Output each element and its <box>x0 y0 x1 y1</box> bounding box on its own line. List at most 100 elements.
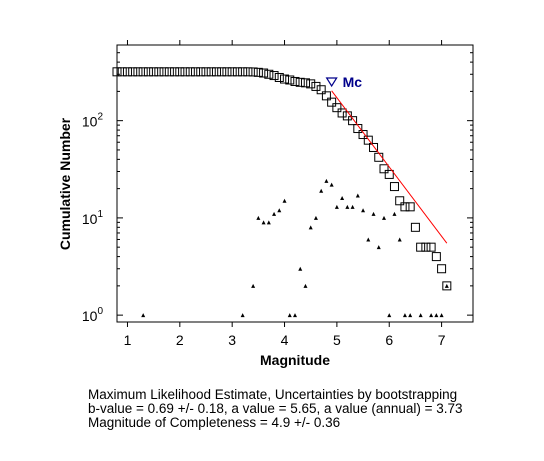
cumulative-point <box>348 116 358 126</box>
caption-line-method: Maximum Likelihood Estimate, Uncertainti… <box>88 387 458 402</box>
cumulative-point <box>122 67 132 77</box>
cumulative-point <box>431 252 441 262</box>
mc-marker <box>325 77 338 88</box>
noncumulative-point <box>387 313 392 318</box>
fit-summary: Maximum Likelihood Estimate, Uncertainti… <box>88 388 463 430</box>
noncumulative-point <box>313 215 318 220</box>
y-tick-exponent: 0 <box>97 306 103 317</box>
y-tick-label: 100 <box>82 306 104 324</box>
plot-frame <box>116 44 474 323</box>
x-tick-label: 4 <box>281 332 289 348</box>
cumulative-point <box>363 135 373 145</box>
noncumulative-point <box>298 266 303 271</box>
y-tick-exponent: 2 <box>97 112 103 123</box>
cumulative-point <box>196 67 206 77</box>
cumulative-point <box>353 124 363 134</box>
cumulative-point <box>280 74 290 84</box>
noncumulative-point <box>434 313 439 318</box>
cumulative-point <box>243 67 253 77</box>
noncumulative-point <box>287 313 292 318</box>
gr-fit-line <box>331 90 448 244</box>
noncumulative-point <box>266 220 271 225</box>
cumulative-point <box>128 67 138 77</box>
mc-label: Mc <box>343 74 363 90</box>
noncumulative-point <box>319 188 324 193</box>
noncumulative-point <box>308 225 313 230</box>
cumulative-point <box>384 169 394 179</box>
x-tick-label: 6 <box>385 332 393 348</box>
x-tick-label: 5 <box>333 332 341 348</box>
axis-ticks <box>117 40 473 327</box>
x-tick-label: 7 <box>438 332 446 348</box>
noncumulative-point <box>361 208 366 213</box>
caption-line-bvalue: b-value = 0.69 +/- 0.18, a value = 5.65,… <box>88 401 463 416</box>
noncumulative-point <box>329 182 334 187</box>
cumulative-point <box>316 85 326 95</box>
y-tick-label: 102 <box>82 112 104 130</box>
y-tick-exponent: 1 <box>97 209 103 220</box>
noncumulative-point <box>277 208 282 213</box>
cumulative-point <box>253 67 263 77</box>
x-tick-label: 1 <box>124 332 132 348</box>
cumulative-point <box>426 242 436 252</box>
cumulative-point <box>369 142 379 152</box>
cumulative-point <box>143 67 153 77</box>
x-tick-labels: 1 2 3 4 5 6 7 <box>124 332 446 348</box>
noncumulative-point <box>366 237 371 242</box>
cumulative-point <box>437 264 447 274</box>
cumulative-point <box>206 67 216 77</box>
noncumulative-point <box>256 215 261 220</box>
noncumulative-point <box>392 211 397 216</box>
x-tick-label: 2 <box>176 332 184 348</box>
cumulative-point <box>379 164 389 174</box>
cumulative-point <box>180 67 190 77</box>
noncumulative-point <box>382 215 386 220</box>
cumulative-point <box>285 75 295 85</box>
noncumulative-point <box>345 204 350 209</box>
cumulative-point <box>222 67 232 77</box>
cumulative-point <box>400 202 410 212</box>
cumulative-point <box>159 67 169 77</box>
cumulative-point <box>211 67 221 77</box>
cumulative-point <box>112 67 122 77</box>
noncumulative-point <box>408 313 413 318</box>
x-tick-label: 3 <box>228 332 236 348</box>
cumulative-point <box>217 67 227 77</box>
cumulative-point <box>332 103 342 113</box>
noncumulative-point <box>350 204 355 209</box>
noncumulative-point <box>340 196 345 201</box>
cumulative-point <box>138 67 148 77</box>
cumulative-point <box>232 67 242 77</box>
cumulative-point <box>274 72 284 82</box>
cumulative-point <box>149 67 159 77</box>
cumulative-point <box>442 281 452 291</box>
noncumulative-point <box>397 237 402 242</box>
noncumulative-point <box>371 211 376 216</box>
cumulative-point <box>248 67 258 77</box>
noncumulative-point <box>355 193 360 198</box>
cumulative-point <box>238 67 248 77</box>
noncumulative-point <box>402 313 407 318</box>
cumulative-point <box>300 78 310 88</box>
cumulative-point <box>264 69 274 79</box>
cumulative-point <box>290 76 300 86</box>
noncumulative-point <box>439 313 444 318</box>
x-axis-label: Magnitude <box>260 352 330 368</box>
cumulative-point <box>389 182 399 192</box>
cumulative-point <box>185 67 195 77</box>
cumulative-point <box>191 67 201 77</box>
noncumulative-point <box>334 204 339 209</box>
noncumulative-point <box>282 198 287 203</box>
noncumulative-point <box>418 313 423 318</box>
noncumulative-point <box>444 283 449 288</box>
plot-marks <box>112 67 452 318</box>
cumulative-point <box>311 81 321 91</box>
cumulative-point <box>259 68 269 78</box>
cumulative-point <box>154 67 164 77</box>
noncumulative-point <box>303 283 308 288</box>
cumulative-point <box>175 67 185 77</box>
cumulative-point <box>306 79 316 89</box>
cumulative-point <box>358 130 368 140</box>
cumulative-point <box>227 67 237 77</box>
